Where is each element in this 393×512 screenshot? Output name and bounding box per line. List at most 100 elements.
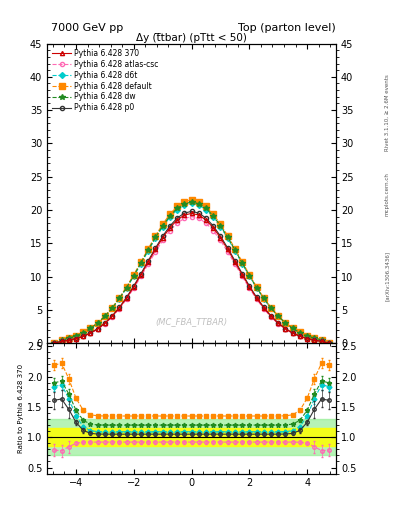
Pythia 6.428 dw [276,313,281,319]
Pythia 6.428 p0 [73,335,78,342]
Pythia 6.428 atlas-csc [153,249,158,255]
Pythia 6.428 dw [146,247,151,253]
Pythia 6.428 dw [261,295,266,302]
Pythia 6.428 370 [124,295,129,301]
Pythia 6.428 p0 [124,294,129,301]
Pythia 6.428 atlas-csc [211,228,216,234]
Pythia 6.428 atlas-csc [261,306,266,312]
Pythia 6.428 atlas-csc [124,296,129,302]
Pythia 6.428 p0 [319,338,324,345]
Pythia 6.428 default [233,245,237,251]
Pythia 6.428 dw [66,335,71,341]
Pythia 6.428 p0 [298,333,302,339]
Line: Pythia 6.428 d6t: Pythia 6.428 d6t [52,201,331,345]
Pythia 6.428 dw [110,305,114,311]
Pythia 6.428 atlas-csc [117,306,122,312]
Pythia 6.428 atlas-csc [196,215,201,221]
Pythia 6.428 default [261,295,266,301]
Pythia 6.428 370 [327,340,331,346]
Pythia 6.428 d6t [153,235,158,241]
Pythia 6.428 dw [103,313,107,319]
Pythia 6.428 atlas-csc [73,336,78,342]
Bar [47,419,336,455]
Pythia 6.428 p0 [139,270,143,276]
Title: Δy (t̅tbar) (pTtt < 50): Δy (t̅tbar) (pTtt < 50) [136,33,247,42]
Text: mcplots.cern.ch: mcplots.cern.ch [385,173,390,217]
Pythia 6.428 p0 [327,340,331,346]
Pythia 6.428 p0 [305,335,310,342]
Text: Rivet 3.1.10, ≥ 2.6M events: Rivet 3.1.10, ≥ 2.6M events [385,74,390,151]
Pythia 6.428 370 [240,271,244,278]
Pythia 6.428 p0 [269,313,274,319]
Pythia 6.428 d6t [81,330,86,336]
Pythia 6.428 default [59,337,64,343]
Pythia 6.428 atlas-csc [269,314,274,320]
Pythia 6.428 370 [73,335,78,342]
Pythia 6.428 dw [131,272,136,279]
Pythia 6.428 dw [153,234,158,240]
Pythia 6.428 dw [283,320,288,326]
Pythia 6.428 default [269,305,274,311]
Pythia 6.428 d6t [312,335,317,342]
Pythia 6.428 370 [254,295,259,301]
Pythia 6.428 atlas-csc [327,340,331,346]
Pythia 6.428 default [204,203,208,209]
Pythia 6.428 atlas-csc [81,333,86,339]
Pythia 6.428 default [131,271,136,278]
Pythia 6.428 dw [182,201,187,207]
Pythia 6.428 370 [139,271,143,278]
Pythia 6.428 atlas-csc [225,249,230,255]
Pythia 6.428 370 [298,333,302,339]
Pythia 6.428 d6t [117,296,122,302]
Pythia 6.428 default [312,335,317,341]
Pythia 6.428 default [240,259,244,265]
Pythia 6.428 default [305,333,310,339]
Pythia 6.428 dw [254,285,259,291]
Pythia 6.428 p0 [276,320,281,326]
Pythia 6.428 dw [81,330,86,336]
Pythia 6.428 default [298,329,302,335]
Pythia 6.428 p0 [131,283,136,289]
Pythia 6.428 default [283,319,288,326]
Pythia 6.428 default [88,325,93,331]
Pythia 6.428 dw [225,234,230,240]
Pythia 6.428 d6t [189,200,194,206]
Pythia 6.428 atlas-csc [182,215,187,221]
Pythia 6.428 default [182,199,187,205]
Pythia 6.428 d6t [139,261,143,267]
Pythia 6.428 p0 [81,333,86,339]
Pythia 6.428 d6t [146,248,151,254]
Pythia 6.428 default [117,295,122,301]
Pythia 6.428 d6t [160,224,165,230]
Pythia 6.428 d6t [103,313,107,319]
Pythia 6.428 dw [73,333,78,339]
Pythia 6.428 d6t [95,320,100,326]
Pythia 6.428 p0 [218,233,223,239]
Pythia 6.428 atlas-csc [290,330,295,336]
Text: Top (parton level): Top (parton level) [238,23,336,33]
Pythia 6.428 p0 [182,210,187,216]
Pythia 6.428 370 [261,305,266,311]
Pythia 6.428 370 [146,259,151,265]
Pythia 6.428 default [276,313,281,319]
Pythia 6.428 d6t [233,248,237,254]
Pythia 6.428 dw [52,340,57,346]
Pythia 6.428 d6t [52,340,57,346]
Pythia 6.428 dw [204,205,208,211]
Pythia 6.428 default [160,221,165,227]
Pythia 6.428 default [218,221,223,227]
Pythia 6.428 default [290,325,295,331]
Pythia 6.428 atlas-csc [66,337,71,344]
Pythia 6.428 p0 [261,304,266,310]
Pythia 6.428 p0 [189,208,194,215]
Pythia 6.428 370 [196,212,201,218]
Pythia 6.428 default [103,313,107,319]
Pythia 6.428 p0 [204,215,208,221]
Pythia 6.428 default [146,245,151,251]
Pythia 6.428 atlas-csc [146,261,151,267]
Pythia 6.428 atlas-csc [283,326,288,332]
Pythia 6.428 dw [218,223,223,229]
Legend: Pythia 6.428 370, Pythia 6.428 atlas-csc, Pythia 6.428 d6t, Pythia 6.428 default: Pythia 6.428 370, Pythia 6.428 atlas-csc… [50,47,160,115]
Pythia 6.428 p0 [59,338,64,345]
Pythia 6.428 d6t [276,313,281,319]
